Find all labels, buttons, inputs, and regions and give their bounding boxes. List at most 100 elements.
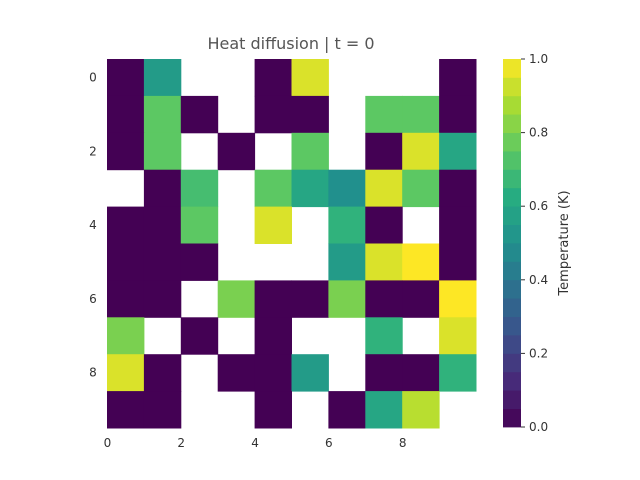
heatmap-cell — [291, 59, 329, 97]
heatmap-cell — [107, 243, 145, 281]
heatmap-cell — [439, 169, 477, 208]
heatmap-cell — [291, 280, 329, 318]
heatmap-cell — [439, 280, 477, 318]
heatmap-cell — [143, 280, 182, 318]
colorbar-tick-label: 0.2 — [529, 346, 548, 360]
heatmap-cell — [328, 243, 366, 281]
colorbar-segment — [503, 169, 521, 189]
heatmap-cell — [402, 391, 440, 429]
heatmap-cell — [143, 391, 182, 429]
colorbar-tick-label: 0.4 — [529, 273, 548, 287]
y-tick-label: 8 — [89, 366, 97, 380]
heatmap-cell — [402, 280, 440, 318]
heatmap-cell — [328, 206, 366, 244]
heatmap-cell — [291, 169, 329, 208]
heatmap-cell — [439, 95, 477, 134]
x-tick-label: 8 — [399, 436, 407, 450]
heatmap-cell — [143, 59, 182, 97]
y-tick-label: 4 — [89, 218, 97, 232]
colorbar-tick-label: 0.8 — [529, 126, 548, 140]
heatmap-cell — [217, 132, 256, 171]
heatmap-cell — [107, 95, 145, 134]
colorbar-tick-label: 1.0 — [529, 52, 548, 66]
heatmap-cell — [439, 206, 477, 244]
heatmap-cell — [402, 132, 440, 171]
heatmap-cell — [402, 243, 440, 281]
heatmap-cell — [365, 317, 403, 355]
heatmap-cell — [254, 59, 292, 97]
heatmap-cell — [291, 95, 329, 134]
colorbar-segment — [503, 187, 521, 207]
heatmap-cell — [180, 317, 219, 355]
x-tick-label: 4 — [251, 436, 259, 450]
colorbar-tick-label: 0.6 — [529, 199, 548, 213]
x-tick-label: 6 — [325, 436, 333, 450]
colorbar-segment — [503, 95, 521, 115]
heatmap-cell — [217, 280, 256, 318]
colorbar-tick-label: 0.0 — [529, 420, 548, 434]
heatmap-cell — [328, 169, 366, 208]
colorbar-segment — [503, 279, 521, 299]
heatmap-cell — [328, 391, 366, 429]
heatmap-cell — [143, 95, 182, 134]
heatmap-cell — [143, 243, 182, 281]
colorbar-segment — [503, 59, 521, 78]
colorbar-segment — [503, 206, 521, 225]
y-axis-ticks: 0 2 4 6 8 — [89, 70, 97, 379]
heatmap-cell — [254, 169, 292, 208]
x-axis-ticks: 0 2 4 6 8 — [104, 436, 407, 450]
heatmap-cell — [439, 317, 477, 355]
colorbar-segment — [503, 335, 521, 354]
colorbar-segment — [503, 353, 521, 373]
heatmap-cell — [143, 169, 182, 208]
heatmap-cell — [107, 354, 145, 392]
heatmap-cell — [254, 206, 292, 244]
y-tick-label: 0 — [89, 70, 97, 84]
heatmap-cell — [365, 243, 403, 281]
heatmap-cell — [107, 280, 145, 318]
heatmap-cell — [439, 243, 477, 281]
heatmap-cell — [365, 354, 403, 392]
heatmap-cell — [254, 391, 292, 429]
heatmap-cell — [291, 132, 329, 171]
heatmap-cell — [402, 354, 440, 392]
heatmap-cell — [180, 206, 219, 244]
heatmap-cell — [291, 354, 329, 392]
colorbar-segment — [503, 408, 521, 428]
colorbar-segment — [503, 132, 521, 152]
heatmap-cells — [107, 59, 477, 429]
y-tick-label: 6 — [89, 292, 97, 306]
heatmap-cell — [402, 95, 440, 134]
colorbar-segment — [503, 243, 521, 262]
heatmap-cell — [439, 132, 477, 171]
colorbar-segment — [503, 151, 521, 170]
x-tick-label: 2 — [177, 436, 185, 450]
heatmap-cell — [143, 206, 182, 244]
colorbar-segment — [503, 390, 521, 409]
heatmap-cell — [107, 132, 145, 171]
colorbar-segment — [503, 261, 521, 281]
heatmap-cell — [180, 169, 219, 208]
heatmap-cell — [107, 59, 145, 97]
heatmap-cell — [254, 354, 292, 392]
heatmap-cell — [180, 95, 219, 134]
heatmap-cell — [365, 391, 403, 429]
heatmap-cell — [107, 391, 145, 429]
heatmap-cell — [143, 132, 182, 171]
colorbar-label: Temperature (K) — [557, 190, 572, 296]
heatmap-cell — [217, 354, 256, 392]
heatmap-cell — [143, 354, 182, 392]
heatmap-cell — [365, 280, 403, 318]
heatmap-cell — [365, 206, 403, 244]
heatmap-cell — [365, 132, 403, 171]
heatmap-cell — [254, 280, 292, 318]
colorbar-segment — [503, 114, 521, 133]
colorbar-segment — [503, 371, 521, 391]
heatmap-cell — [328, 280, 366, 318]
heatmap-cell — [365, 169, 403, 208]
heatmap-cell — [402, 169, 440, 208]
heatmap-cell — [439, 59, 477, 97]
heatmap-cell — [180, 243, 219, 281]
colorbar: 0.0 0.2 0.4 0.6 0.8 1.0 — [503, 52, 548, 434]
